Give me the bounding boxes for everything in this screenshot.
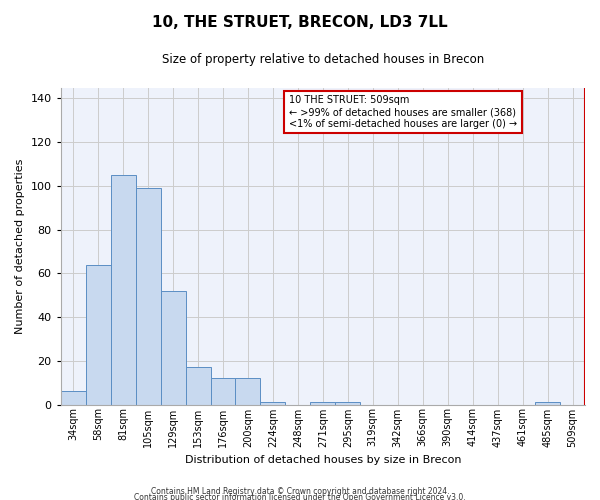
Bar <box>110 175 136 404</box>
Title: Size of property relative to detached houses in Brecon: Size of property relative to detached ho… <box>162 52 484 66</box>
Bar <box>86 264 110 404</box>
Bar <box>136 188 161 404</box>
X-axis label: Distribution of detached houses by size in Brecon: Distribution of detached houses by size … <box>185 455 461 465</box>
Text: 10, THE STRUET, BRECON, LD3 7LL: 10, THE STRUET, BRECON, LD3 7LL <box>152 15 448 30</box>
Y-axis label: Number of detached properties: Number of detached properties <box>15 158 25 334</box>
Bar <box>310 402 335 404</box>
Bar <box>61 392 86 404</box>
Bar <box>211 378 235 404</box>
Bar <box>185 368 211 405</box>
Bar <box>161 291 185 405</box>
Bar <box>235 378 260 404</box>
Bar <box>535 402 560 404</box>
Bar <box>335 402 361 404</box>
Text: 10 THE STRUET: 509sqm
← >99% of detached houses are smaller (368)
<1% of semi-de: 10 THE STRUET: 509sqm ← >99% of detached… <box>289 96 517 128</box>
Text: Contains public sector information licensed under the Open Government Licence v3: Contains public sector information licen… <box>134 493 466 500</box>
Bar <box>260 402 286 404</box>
Text: Contains HM Land Registry data © Crown copyright and database right 2024.: Contains HM Land Registry data © Crown c… <box>151 487 449 496</box>
